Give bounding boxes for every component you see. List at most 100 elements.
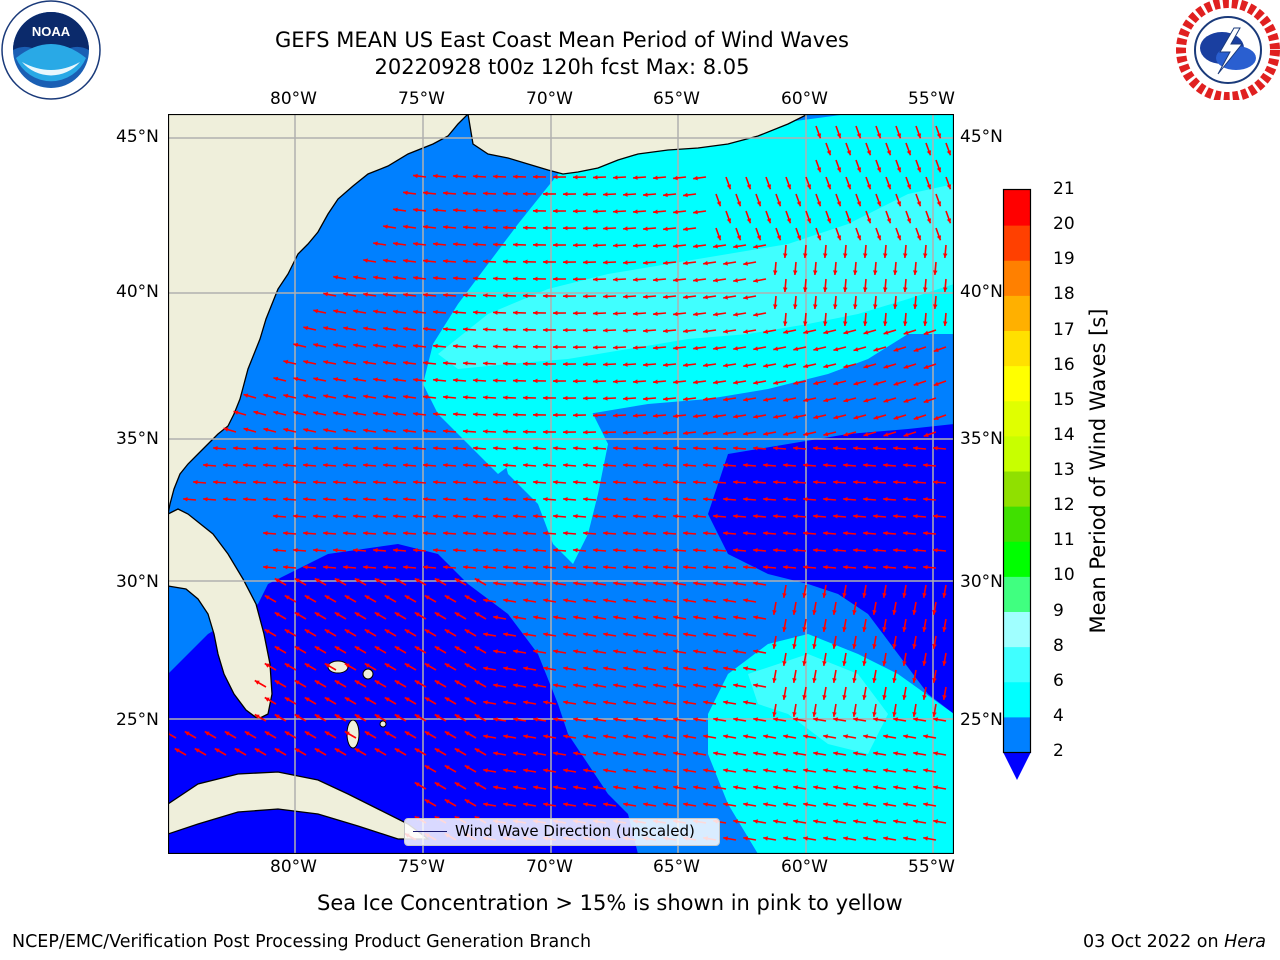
wind-wave-arrow-head xyxy=(513,615,518,620)
wind-wave-arrow-head xyxy=(653,379,658,385)
wind-wave-arrow-head xyxy=(653,175,658,181)
wind-wave-arrow-head xyxy=(384,731,390,736)
wind-wave-arrow-head xyxy=(384,663,390,668)
wind-wave-arrow-head xyxy=(303,359,309,365)
land-maritimes xyxy=(467,114,809,175)
wind-wave-arrow-head xyxy=(653,277,658,283)
wind-wave-arrow-head xyxy=(523,462,528,468)
nws-logo xyxy=(1176,0,1280,100)
wind-wave-arrow-head xyxy=(806,218,812,224)
wind-wave-arrow-head xyxy=(513,751,518,756)
wind-wave-arrow-head xyxy=(923,734,928,739)
wind-wave-arrow-head xyxy=(753,581,758,586)
wind-wave-arrow-head xyxy=(703,632,708,637)
colorbar-segment xyxy=(1004,646,1030,683)
wind-wave-arrow-head xyxy=(932,610,937,615)
wind-wave-arrow-head xyxy=(753,819,758,824)
wind-wave-arrow-head xyxy=(863,802,868,807)
wind-wave-arrow-head xyxy=(364,663,370,668)
wind-wave-arrow-head xyxy=(463,327,468,332)
wind-wave-arrow-head xyxy=(922,627,927,632)
wind-wave-arrow-head xyxy=(863,530,868,536)
colorbar-segment xyxy=(1004,365,1030,402)
wind-wave-arrow-head xyxy=(773,547,778,553)
wind-wave-arrow-head xyxy=(533,378,538,384)
bottom-lon-tick: 65°W xyxy=(653,857,700,877)
wind-wave-arrow-head xyxy=(743,530,748,536)
wind-wave-arrow-head xyxy=(503,632,508,637)
wind-wave-arrow-head xyxy=(653,683,658,688)
wind-wave-arrow-head xyxy=(533,174,538,180)
wind-wave-arrow-head xyxy=(364,697,370,702)
wind-wave-arrow-head xyxy=(703,802,708,807)
wind-wave-arrow-head xyxy=(932,304,938,309)
wind-wave-arrow-head xyxy=(313,513,318,519)
wind-wave-arrow-head xyxy=(434,680,440,685)
wind-wave-arrow-head xyxy=(856,167,862,173)
wind-wave-arrow-head xyxy=(623,192,628,197)
wind-wave-arrow-head xyxy=(503,293,508,298)
wind-wave-arrow-head xyxy=(543,327,548,333)
wind-wave-arrow-head xyxy=(783,496,788,502)
wind-wave-arrow-head xyxy=(264,595,270,600)
wind-wave-arrow-head xyxy=(803,836,808,841)
wind-wave-arrow-head xyxy=(374,578,380,583)
wind-wave-arrow-head xyxy=(284,731,290,736)
wind-wave-arrow-head xyxy=(703,530,708,536)
wind-wave-arrow-head xyxy=(663,632,668,637)
wind-wave-arrow-head xyxy=(653,785,658,790)
wind-wave-arrow-head xyxy=(314,612,320,617)
wind-wave-arrow-head xyxy=(723,397,728,402)
wind-wave-arrow-head xyxy=(413,479,418,485)
wind-wave-arrow-head xyxy=(523,225,528,231)
wind-wave-arrow-head xyxy=(832,610,837,615)
wind-wave-arrow-head xyxy=(823,836,828,841)
wind-wave-arrow-head xyxy=(513,310,518,316)
wind-wave-arrow-head xyxy=(833,819,838,824)
wind-wave-arrow-head xyxy=(573,479,578,485)
wind-wave-arrow-head xyxy=(663,768,668,773)
wind-wave-arrow-head xyxy=(683,260,688,266)
wind-wave-arrow-head xyxy=(314,714,320,719)
wind-wave-arrow-head xyxy=(473,479,478,485)
footer-left: NCEP/EMC/Verification Post Processing Pr… xyxy=(12,932,592,952)
wind-wave-arrow-head xyxy=(253,445,258,451)
wind-wave-arrow-head xyxy=(793,479,798,485)
wind-wave-arrow-head xyxy=(743,836,748,841)
wind-wave-arrow-head xyxy=(903,364,909,369)
wind-wave-arrow-head xyxy=(474,680,480,685)
wind-wave-arrow-head xyxy=(363,462,368,468)
wind-wave-arrow-head xyxy=(846,218,852,224)
wind-wave-arrow-head xyxy=(363,326,368,331)
wind-wave-arrow-head xyxy=(633,311,638,316)
wind-wave-arrow-head xyxy=(713,683,718,688)
wind-wave-arrow-head xyxy=(454,714,460,719)
wind-wave-arrow-head xyxy=(294,748,300,753)
wind-wave-arrow-head xyxy=(503,734,508,739)
wind-wave-arrow-head xyxy=(772,610,777,615)
wind-wave-arrow-head xyxy=(813,414,819,420)
wind-wave-arrow-head xyxy=(503,429,508,434)
wind-wave-arrow-head xyxy=(733,615,738,620)
wind-wave-arrow-head xyxy=(563,429,568,435)
wind-wave-arrow-head xyxy=(773,819,778,824)
colorbar-tick: 18 xyxy=(1053,284,1075,305)
wind-wave-arrow-head xyxy=(483,327,488,332)
wind-wave-arrow-head xyxy=(633,243,638,248)
wind-wave-arrow-head xyxy=(863,768,868,773)
wind-wave-arrow-head xyxy=(553,174,558,180)
wind-wave-arrow-head xyxy=(363,428,368,433)
wind-wave-arrow-head xyxy=(203,496,208,502)
colorbar-segment xyxy=(1004,435,1030,472)
wind-wave-arrow-head xyxy=(503,259,508,264)
wind-wave-arrow-head xyxy=(902,593,907,598)
wind-wave-arrow-head xyxy=(803,530,808,536)
wind-wave-arrow-head xyxy=(483,462,488,468)
wind-wave-arrow-head xyxy=(753,346,759,351)
wind-wave-arrow-head xyxy=(803,363,809,369)
wind-wave-arrow-head xyxy=(743,329,748,334)
wind-wave-arrow-head xyxy=(434,714,440,719)
wind-wave-arrow-head xyxy=(923,496,928,502)
wind-wave-arrow-head xyxy=(813,819,818,824)
wind-wave-arrow-head xyxy=(423,496,428,502)
